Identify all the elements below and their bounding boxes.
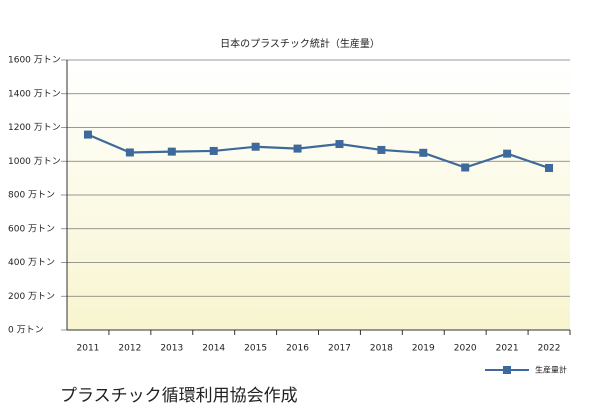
source-note: プラスチック循環利用協会作成 [60, 386, 298, 406]
data-point [293, 144, 302, 153]
data-point [461, 163, 470, 172]
x-tick-label: 2012 [118, 344, 141, 354]
x-tick-label: 2022 [538, 344, 561, 354]
y-tick-label: 0 万トン [8, 326, 44, 336]
x-tick-label: 2011 [77, 344, 100, 354]
x-tick-label: 2013 [160, 344, 183, 354]
legend-label: 生産量計 [535, 365, 567, 375]
x-tick-label: 2017 [328, 344, 351, 354]
data-point [83, 130, 92, 139]
x-tick-label: 2015 [244, 344, 267, 354]
x-tick-label: 2019 [412, 344, 435, 354]
y-tick-label: 1400 万トン [8, 89, 61, 99]
data-point [167, 147, 176, 156]
y-tick-label: 1200 万トン [8, 123, 61, 133]
chart-title: 日本のプラスチック統計（生産量） [220, 37, 380, 50]
y-tick-label: 1600 万トン [8, 56, 61, 66]
y-tick-label: 400 万トン [8, 258, 55, 268]
y-tick-label: 800 万トン [8, 191, 55, 201]
data-point [209, 146, 218, 155]
data-point [251, 142, 260, 151]
x-tick-label: 2021 [496, 344, 519, 354]
data-point [125, 148, 134, 157]
y-tick-label: 1000 万トン [8, 157, 61, 167]
y-tick-label: 200 万トン [8, 292, 55, 302]
data-point [545, 164, 554, 172]
data-point [419, 148, 428, 157]
data-point [335, 140, 344, 149]
data-point [377, 145, 386, 154]
legend-marker [503, 366, 511, 374]
x-tick-label: 2014 [202, 344, 225, 354]
x-tick-label: 2016 [286, 344, 309, 354]
y-tick-label: 600 万トン [8, 224, 55, 234]
x-tick-label: 2020 [454, 344, 477, 354]
x-tick-label: 2018 [370, 344, 393, 354]
series-line [87, 133, 550, 170]
data-point [503, 149, 512, 158]
